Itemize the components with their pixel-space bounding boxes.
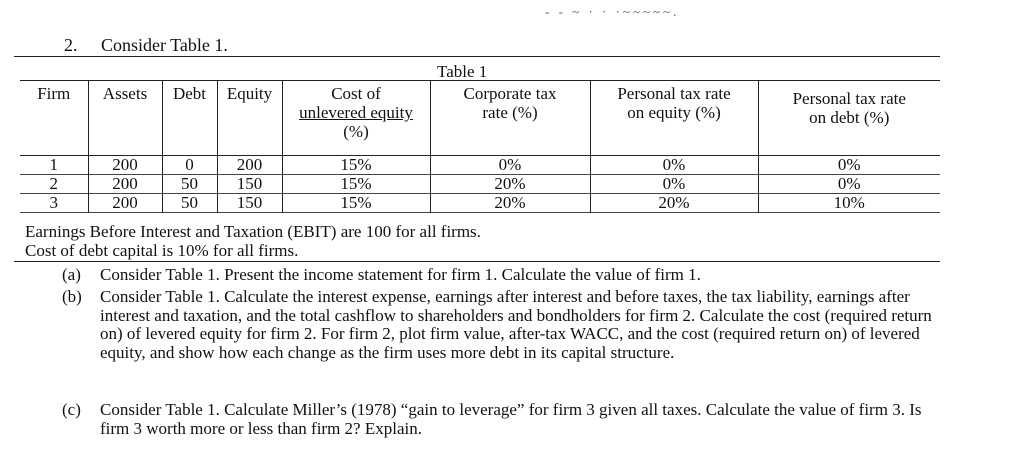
part-b-text: Consider Table 1. Calculate the interest… xyxy=(100,287,932,362)
header-corp-line1: Corporate tax xyxy=(463,84,557,103)
header-cost-line1: Cost of xyxy=(331,84,381,103)
cell-corp-tax: 20% xyxy=(429,174,590,194)
header-cost-line2: unlevered equity xyxy=(299,103,413,122)
cell-tax-equity: 0% xyxy=(589,174,758,194)
cell-firm: 1 xyxy=(49,155,59,174)
cell-cost: 15% xyxy=(281,155,430,175)
header-ptd-line1: Personal tax rate xyxy=(792,89,906,108)
header-pte-line1: Personal tax rate xyxy=(617,84,731,103)
table-caption: Table 1 xyxy=(437,62,488,81)
header-cost-line3: (%) xyxy=(343,122,369,141)
table-row: 1 200 0 200 15% 0% 0% 0% xyxy=(20,155,940,175)
part-a-label: (a) xyxy=(62,265,81,284)
cell-equity: 200 xyxy=(216,155,282,175)
part-b: (b) Consider Table 1. Calculate the inte… xyxy=(62,287,942,362)
cell-equity: 150 xyxy=(216,193,282,213)
part-c-text: Consider Table 1. Calculate Miller’s (19… xyxy=(100,400,922,438)
cell-tax-equity: 0% xyxy=(589,155,758,175)
question-number: 2. xyxy=(64,35,78,55)
header-cost-unlevered-equity: Cost of unlevered equity (%) xyxy=(281,80,430,156)
header-pte-line2: on equity (%) xyxy=(627,103,721,122)
cell-cost: 15% xyxy=(281,174,430,194)
header-personal-tax-equity: Personal tax rate on equity (%) xyxy=(589,80,758,156)
cell-tax-debt: 0% xyxy=(757,155,940,175)
cell-assets: 200 xyxy=(87,174,162,194)
cell-corp-tax: 0% xyxy=(429,155,590,175)
notes-rule xyxy=(14,261,940,262)
cell-tax-equity: 20% xyxy=(589,193,758,213)
cell-assets: 200 xyxy=(87,155,162,175)
header-ptd-line2: on debt (%) xyxy=(809,108,890,127)
header-corp-line2: rate (%) xyxy=(482,103,538,122)
part-c-label: (c) xyxy=(62,400,81,419)
cell-firm: 3 xyxy=(49,193,59,212)
part-a: (a) Consider Table 1. Present the income… xyxy=(62,265,942,285)
header-firm: Firm xyxy=(37,84,71,103)
cell-debt: 0 xyxy=(161,155,217,175)
cell-firm: 2 xyxy=(49,174,59,193)
cell-debt: 50 xyxy=(161,174,217,194)
cell-equity: 150 xyxy=(216,174,282,194)
header-assets: Assets xyxy=(87,80,162,156)
header-personal-tax-debt: Personal tax rate on debt (%) xyxy=(757,80,940,156)
cell-debt: 50 xyxy=(161,193,217,213)
cost-of-debt-note: Cost of debt capital is 10% for all firm… xyxy=(25,241,299,260)
cell-cost: 15% xyxy=(281,193,430,213)
header-scrawl: - - ~ · · ·~~~~~. xyxy=(545,4,680,19)
part-c: (c) Consider Table 1. Calculate Miller’s… xyxy=(62,400,942,438)
table-row: 3 200 50 150 15% 20% 20% 10% xyxy=(20,193,940,213)
cell-tax-debt: 0% xyxy=(757,174,940,194)
part-b-label: (b) xyxy=(62,287,82,306)
cell-assets: 200 xyxy=(87,193,162,213)
part-a-text: Consider Table 1. Present the income sta… xyxy=(100,265,701,284)
header-equity: Equity xyxy=(216,80,282,156)
question-intro: Consider Table 1. xyxy=(101,35,228,55)
section-rule xyxy=(14,56,940,57)
table-row: 2 200 50 150 15% 20% 0% 0% xyxy=(20,174,940,194)
header-corporate-tax: Corporate tax rate (%) xyxy=(429,80,590,156)
cell-tax-debt: 10% xyxy=(757,193,940,213)
header-debt: Debt xyxy=(161,80,217,156)
table-header-row: Firm Assets Debt Equity Cost of unlevere… xyxy=(20,80,940,156)
data-table: Firm Assets Debt Equity Cost of unlevere… xyxy=(20,80,940,213)
ebit-note: Earnings Before Interest and Taxation (E… xyxy=(25,222,481,241)
cell-corp-tax: 20% xyxy=(429,193,590,213)
